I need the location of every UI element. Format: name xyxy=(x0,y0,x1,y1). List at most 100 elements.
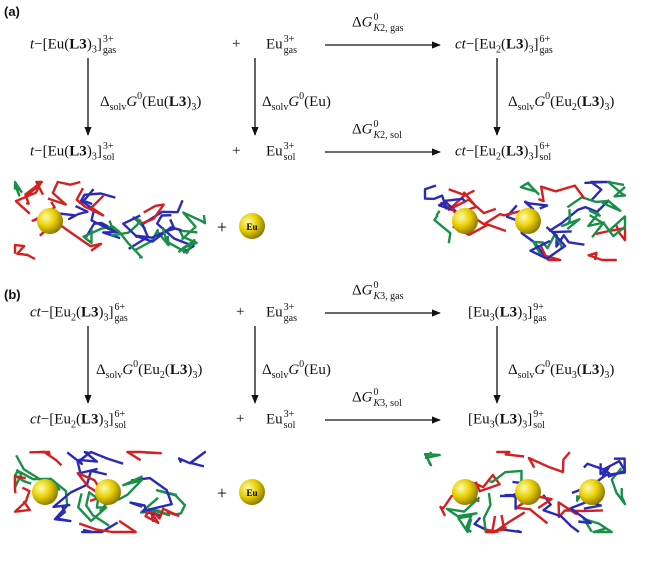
formula-part: 2, sol xyxy=(380,130,402,141)
formula-part: 0 xyxy=(374,387,402,398)
formula-part: (Eu xyxy=(550,94,572,110)
eu-atom xyxy=(515,479,541,505)
plus: + xyxy=(236,409,244,429)
formula-part: ct xyxy=(30,411,41,427)
formula-part: ] xyxy=(108,411,113,427)
formula: Eu3+sol xyxy=(266,409,295,431)
eu-atom xyxy=(515,208,541,234)
formula-part: L3 xyxy=(582,94,600,110)
formula-part: Δ xyxy=(352,121,362,137)
formula-part: sol xyxy=(103,152,115,163)
formula: ΔsolvG0(Eu2(L3)3) xyxy=(96,355,202,386)
formula-part: L3 xyxy=(81,304,99,320)
formula-part: ] xyxy=(533,143,538,159)
formula: ΔsolvG0(Eu2(L3)3) xyxy=(508,87,614,118)
eu-atom xyxy=(37,208,63,234)
eu-atom xyxy=(452,208,478,234)
formula-part: (Eu( xyxy=(142,94,169,110)
formula-part: ] xyxy=(97,143,102,159)
formula-part: sol xyxy=(539,152,551,163)
formula-part: [Eu xyxy=(468,411,490,427)
subscript: gas xyxy=(284,45,297,56)
formula: ΔsolvG0(Eu3(L3)3) xyxy=(508,355,614,386)
formula-part: G xyxy=(288,362,299,378)
bond-strand xyxy=(15,182,22,195)
bond-strand xyxy=(491,512,525,532)
subscript: K3, sol xyxy=(374,398,402,409)
formula-part: ct xyxy=(455,143,466,159)
bond-strand xyxy=(16,182,41,214)
script-stack: 6+sol xyxy=(539,141,551,163)
formula-part: ] xyxy=(97,36,102,52)
formula: Eu3+gas xyxy=(266,302,297,324)
formula-part: gas xyxy=(533,313,546,324)
formula-part: ] xyxy=(527,411,532,427)
subscript: K2, sol xyxy=(374,130,402,141)
formula: ct−[Eu2(L3)3]6+sol xyxy=(455,141,551,167)
formula-part: ct xyxy=(30,304,41,320)
bond-strand xyxy=(521,182,539,195)
script-stack: 3+gas xyxy=(284,302,297,324)
formula-part: ) xyxy=(609,362,614,378)
plus: + xyxy=(232,34,240,54)
bond-strand xyxy=(60,206,88,219)
eu-atom xyxy=(32,479,58,505)
formula-part: 2, gas xyxy=(380,23,403,34)
formula-part: gas xyxy=(114,313,127,324)
formula-part: Δ xyxy=(262,94,272,110)
formula-part: solv xyxy=(272,370,289,381)
formula-part: solv xyxy=(518,102,535,113)
bond-strand xyxy=(458,516,471,532)
subscript: sol xyxy=(284,420,296,431)
formula-part: G xyxy=(126,94,137,110)
formula-part: (Eu xyxy=(138,362,160,378)
panel-label: (a) xyxy=(4,4,20,19)
formula-part: 0 xyxy=(374,12,404,23)
formula-part: solv xyxy=(106,370,123,381)
formula-part: Eu xyxy=(266,36,283,52)
formula-part: G xyxy=(288,94,299,110)
formula-part: (Eu xyxy=(550,362,572,378)
page: + Eu + Eu (a) t−[Eu(L3)3]3+gas + Eu3+gas… xyxy=(0,0,652,561)
formula-part: sol xyxy=(114,420,126,431)
subscript: K3, gas xyxy=(374,291,404,302)
subscript: gas xyxy=(114,313,127,324)
formula-part: G xyxy=(362,389,373,405)
formula-part: Eu xyxy=(266,411,283,427)
formula-part: (Eu) xyxy=(304,362,331,378)
formula-part: L3 xyxy=(81,411,99,427)
formula-part: L3 xyxy=(500,304,518,320)
bond-strand xyxy=(529,452,570,472)
formula-part: 3+ xyxy=(284,141,296,152)
script-stack: 9+gas xyxy=(533,302,546,324)
plus: + xyxy=(217,483,227,503)
formula: ΔsolvG0(Eu) xyxy=(262,87,331,118)
bond-strand xyxy=(584,182,609,200)
eu-atom xyxy=(95,479,121,505)
formula-part: gas xyxy=(539,45,552,56)
formula-part: −[Eu xyxy=(41,304,71,320)
script-stack: 0K2, sol xyxy=(374,119,402,141)
formula-part: gas xyxy=(103,45,116,56)
plus: + xyxy=(232,141,240,161)
formula-part: ct xyxy=(455,36,466,52)
subscript: sol xyxy=(114,420,126,431)
bond-strand xyxy=(608,182,625,196)
eu-atom xyxy=(579,479,605,505)
formula-part: Eu xyxy=(266,143,283,159)
subscript: gas xyxy=(533,313,546,324)
subscript: K2, gas xyxy=(374,23,404,34)
formula-part: 9+ xyxy=(533,409,545,420)
formula-part: L3 xyxy=(69,143,87,159)
subscript: gas xyxy=(284,313,297,324)
bond-strand xyxy=(179,452,205,466)
formula-part: G xyxy=(362,282,373,298)
script-stack: 3+sol xyxy=(103,141,115,163)
formula-part: 0 xyxy=(374,119,402,130)
formula-part: Δ xyxy=(352,282,362,298)
formula-part: Δ xyxy=(96,362,106,378)
formula-part: Δ xyxy=(508,362,518,378)
